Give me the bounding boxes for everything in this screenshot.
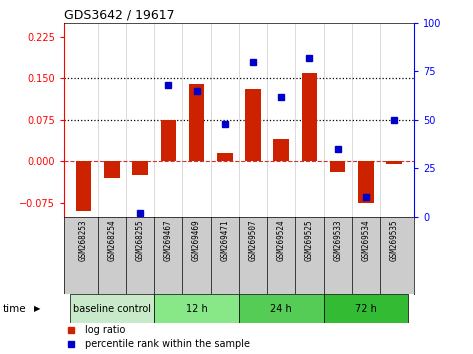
Text: GDS3642 / 19617: GDS3642 / 19617: [64, 9, 175, 22]
Bar: [160, 120, 176, 161]
Bar: [189, 84, 204, 161]
Bar: [154, 294, 239, 323]
Bar: [239, 294, 324, 323]
Bar: [76, 161, 91, 211]
Text: GSM269507: GSM269507: [248, 219, 257, 261]
Text: GSM269534: GSM269534: [361, 219, 370, 261]
Text: GSM268254: GSM268254: [107, 219, 116, 261]
Text: GSM268253: GSM268253: [79, 219, 88, 261]
Bar: [302, 73, 317, 161]
Text: 12 h: 12 h: [185, 304, 207, 314]
Bar: [273, 139, 289, 161]
Bar: [245, 90, 261, 161]
Bar: [70, 294, 154, 323]
Text: GSM269525: GSM269525: [305, 219, 314, 261]
Bar: [324, 294, 408, 323]
Text: GSM269471: GSM269471: [220, 219, 229, 261]
Text: baseline control: baseline control: [73, 304, 151, 314]
Text: log ratio: log ratio: [85, 325, 125, 335]
Text: time: time: [2, 304, 26, 314]
Bar: [358, 161, 374, 203]
Text: 72 h: 72 h: [355, 304, 377, 314]
Bar: [386, 161, 402, 164]
Text: ▶: ▶: [34, 304, 41, 313]
Bar: [132, 161, 148, 175]
Bar: [104, 161, 120, 178]
Bar: [217, 153, 233, 161]
Text: GSM269533: GSM269533: [333, 219, 342, 261]
Text: 24 h: 24 h: [271, 304, 292, 314]
Text: GSM268255: GSM268255: [136, 219, 145, 261]
Text: GSM269467: GSM269467: [164, 219, 173, 261]
Text: GSM269524: GSM269524: [277, 219, 286, 261]
Bar: [330, 161, 345, 172]
Text: percentile rank within the sample: percentile rank within the sample: [85, 339, 250, 349]
Text: GSM269535: GSM269535: [390, 219, 399, 261]
Text: GSM269469: GSM269469: [192, 219, 201, 261]
